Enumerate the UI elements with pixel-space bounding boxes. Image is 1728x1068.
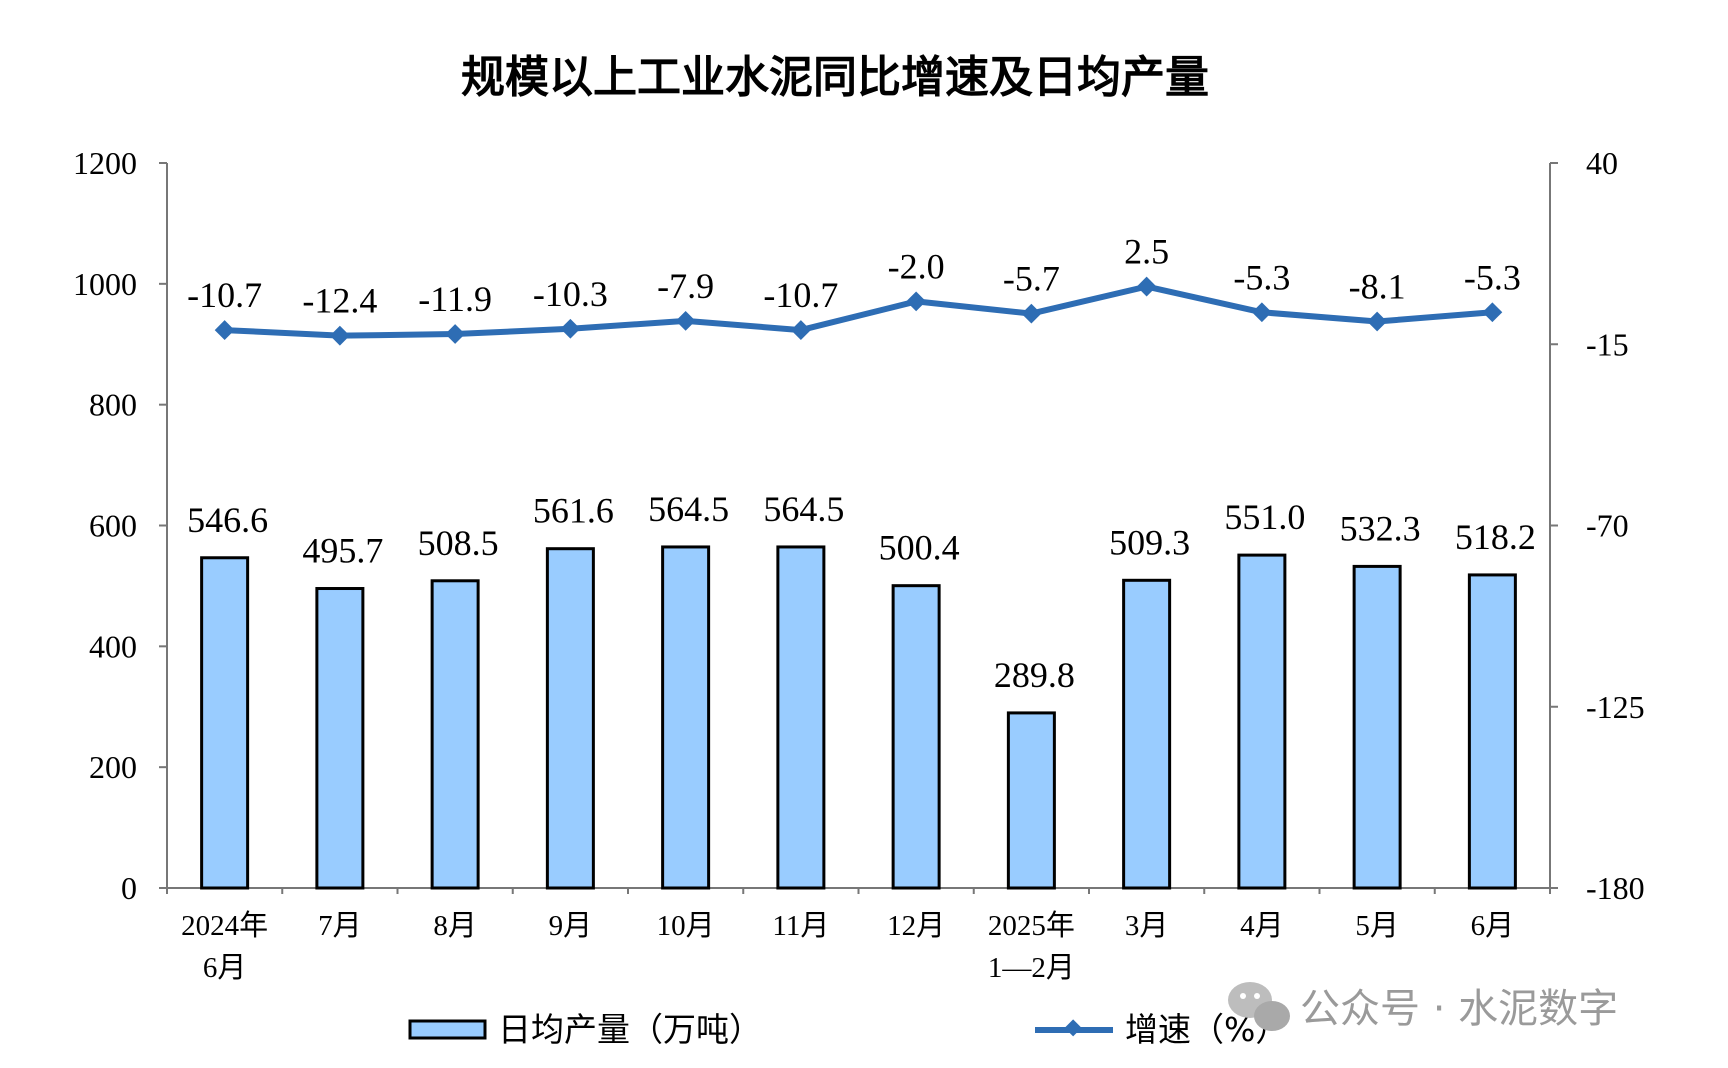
bar-value-label: 495.7	[302, 531, 383, 571]
bar-value-label: 508.5	[418, 523, 499, 563]
left-tick-label: 800	[89, 387, 137, 423]
legend-bar-swatch	[408, 1019, 487, 1040]
line-value-label: -10.7	[187, 275, 262, 315]
line-point	[1251, 302, 1272, 323]
legend-bar-label: 日均产量（万吨）	[498, 1010, 762, 1049]
category-label: 5月	[1355, 910, 1399, 942]
category-labels: 2024年 6月 7月 8月 9月 10月 11月 12月 2025年 1—2月 3月 4月 5月 6月	[181, 909, 1514, 984]
bar-value-label: 518.2	[1455, 517, 1536, 557]
line-value-label: -5.3	[1464, 257, 1521, 297]
bar-value-label: 561.6	[533, 491, 614, 531]
line-point	[906, 291, 927, 312]
data-labels: 546.6 495.7 508.5 561.6 564.5 564.5 500.4 289.8…	[187, 232, 1536, 695]
watermark: 公众号 · 水泥数字	[1228, 982, 1618, 1032]
right-tick-label: -125	[1586, 689, 1645, 725]
line-value-label: -8.1	[1349, 267, 1406, 307]
axes: 0 200 400 600 800 1000 1200 -180 -125 -70 -15 40	[73, 145, 1645, 906]
category-label: 10月	[657, 910, 715, 942]
line-point	[445, 324, 466, 344]
category-label: 2024年	[181, 909, 268, 942]
line-value-label: -5.3	[1233, 257, 1290, 297]
category-label: 9月	[549, 910, 593, 942]
bar	[1237, 553, 1287, 890]
watermark-text: 公众号 · 水泥数字	[1300, 986, 1618, 1032]
category-label: 6月	[203, 952, 247, 984]
line-value-label: -5.7	[1003, 259, 1060, 299]
bar-series	[200, 545, 1517, 890]
category-label: 1—2月	[988, 952, 1075, 984]
category-label: 7月	[318, 910, 362, 942]
category-label: 6月	[1471, 910, 1515, 942]
left-tick-label: 200	[89, 749, 137, 785]
wechat-icon	[1228, 982, 1290, 1031]
bar	[430, 579, 480, 890]
bar-value-label: 500.4	[879, 528, 960, 568]
line-value-label: -2.0	[888, 246, 945, 286]
bar	[1352, 564, 1402, 890]
line-point	[329, 325, 350, 346]
category-label: 4月	[1240, 910, 1284, 942]
chart-title: 规模以上工业水泥同比增速及日均产量	[461, 52, 1209, 103]
bar-value-label: 509.3	[1109, 522, 1190, 562]
bar	[661, 545, 711, 890]
bar	[315, 587, 365, 890]
bar-value-label: 289.8	[994, 655, 1075, 695]
bar	[1467, 573, 1517, 890]
line-value-label: -12.4	[302, 281, 377, 321]
line-point	[675, 310, 696, 331]
line-value-label: -11.9	[418, 279, 492, 319]
line-point	[1021, 303, 1042, 324]
line-point	[1136, 276, 1157, 297]
growth-line	[224, 283, 1493, 339]
bar-value-label: 546.6	[187, 500, 268, 540]
left-tick-label: 400	[89, 628, 137, 664]
category-label: 2025年	[988, 909, 1075, 942]
bar-value-label: 564.5	[648, 489, 729, 529]
category-label: 11月	[772, 910, 829, 942]
line-value-label: -10.7	[763, 275, 838, 315]
bar	[891, 584, 941, 890]
category-label: 8月	[433, 910, 477, 942]
legend: 日均产量（万吨） 增速（%）	[408, 1010, 1288, 1049]
line-point	[1482, 302, 1503, 323]
line-value-label: 2.5	[1124, 232, 1169, 272]
left-tick-label: 0	[121, 870, 137, 906]
bar	[545, 547, 595, 890]
bar-value-label: 551.0	[1224, 497, 1305, 537]
bar-value-label: 564.5	[763, 489, 844, 529]
bar	[1122, 578, 1172, 890]
left-tick-label: 1000	[73, 266, 137, 302]
left-tick-label: 600	[89, 508, 137, 544]
legend-line-marker	[1064, 1019, 1082, 1037]
bar	[1006, 711, 1056, 890]
line-point	[214, 320, 235, 340]
category-label: 12月	[887, 910, 945, 942]
line-series	[214, 276, 1503, 346]
right-tick-label: -70	[1586, 508, 1629, 544]
line-value-label: -7.9	[657, 266, 714, 306]
right-tick-label: -15	[1586, 326, 1629, 362]
right-tick-label: -180	[1586, 870, 1645, 906]
left-tick-label: 1200	[73, 145, 137, 181]
line-point	[560, 318, 581, 339]
bar	[200, 556, 250, 890]
line-value-label: -10.3	[533, 274, 608, 314]
line-point	[1367, 311, 1388, 332]
right-tick-label: 40	[1586, 145, 1618, 181]
bar-value-label: 532.3	[1340, 508, 1421, 548]
category-label: 3月	[1125, 910, 1169, 942]
bar	[776, 545, 826, 890]
line-point	[790, 320, 811, 340]
